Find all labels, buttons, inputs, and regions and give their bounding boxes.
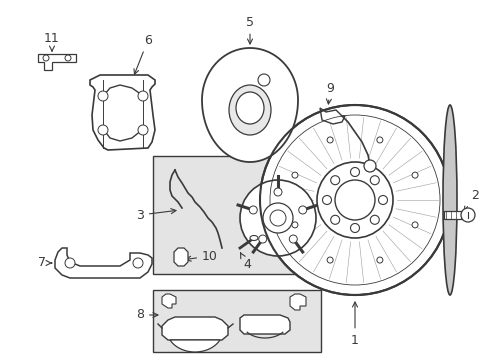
- Circle shape: [369, 215, 379, 224]
- Text: 1: 1: [350, 302, 358, 346]
- Circle shape: [289, 235, 297, 243]
- Polygon shape: [202, 48, 297, 162]
- Ellipse shape: [228, 85, 270, 135]
- Text: 6: 6: [134, 33, 152, 74]
- Text: 8: 8: [136, 309, 158, 321]
- Circle shape: [411, 222, 417, 228]
- Circle shape: [350, 167, 359, 176]
- Text: 9: 9: [325, 81, 333, 104]
- Circle shape: [258, 74, 269, 86]
- Circle shape: [138, 91, 148, 101]
- Circle shape: [326, 137, 332, 143]
- Circle shape: [240, 180, 315, 256]
- Circle shape: [326, 257, 332, 263]
- Circle shape: [376, 257, 382, 263]
- Circle shape: [363, 160, 375, 172]
- Circle shape: [65, 258, 75, 268]
- Circle shape: [273, 188, 282, 196]
- Polygon shape: [289, 294, 305, 310]
- Polygon shape: [240, 315, 289, 334]
- Bar: [153, 290, 320, 352]
- Polygon shape: [55, 248, 152, 278]
- Circle shape: [330, 215, 339, 224]
- Circle shape: [350, 224, 359, 233]
- Ellipse shape: [236, 92, 264, 124]
- Text: 10: 10: [185, 249, 218, 262]
- Circle shape: [291, 172, 297, 178]
- Circle shape: [334, 180, 374, 220]
- Circle shape: [260, 105, 449, 295]
- Text: 11: 11: [44, 32, 60, 51]
- Text: 4: 4: [240, 253, 250, 271]
- Circle shape: [460, 208, 474, 222]
- Polygon shape: [90, 75, 155, 150]
- Text: 7: 7: [38, 256, 52, 270]
- Polygon shape: [162, 317, 227, 340]
- Text: 2: 2: [463, 189, 478, 212]
- Polygon shape: [38, 54, 76, 70]
- Text: 3: 3: [136, 208, 176, 221]
- Circle shape: [249, 206, 257, 214]
- Circle shape: [98, 125, 108, 135]
- Circle shape: [298, 206, 306, 214]
- Circle shape: [330, 176, 339, 185]
- Polygon shape: [162, 294, 176, 308]
- Circle shape: [98, 91, 108, 101]
- Polygon shape: [170, 340, 220, 352]
- Circle shape: [322, 195, 331, 204]
- Circle shape: [65, 55, 71, 61]
- Circle shape: [411, 172, 417, 178]
- Circle shape: [369, 176, 379, 185]
- Circle shape: [263, 203, 292, 233]
- Bar: [443, 211, 465, 219]
- Circle shape: [376, 137, 382, 143]
- Circle shape: [378, 195, 386, 204]
- Circle shape: [133, 258, 142, 268]
- Circle shape: [138, 125, 148, 135]
- Ellipse shape: [249, 235, 258, 240]
- Circle shape: [43, 55, 49, 61]
- Polygon shape: [174, 248, 187, 266]
- Text: 5: 5: [245, 15, 253, 44]
- Polygon shape: [319, 108, 345, 124]
- Circle shape: [269, 210, 285, 226]
- Ellipse shape: [442, 105, 456, 295]
- Circle shape: [291, 222, 297, 228]
- Bar: [153, 156, 317, 274]
- Circle shape: [316, 162, 392, 238]
- Circle shape: [258, 235, 266, 243]
